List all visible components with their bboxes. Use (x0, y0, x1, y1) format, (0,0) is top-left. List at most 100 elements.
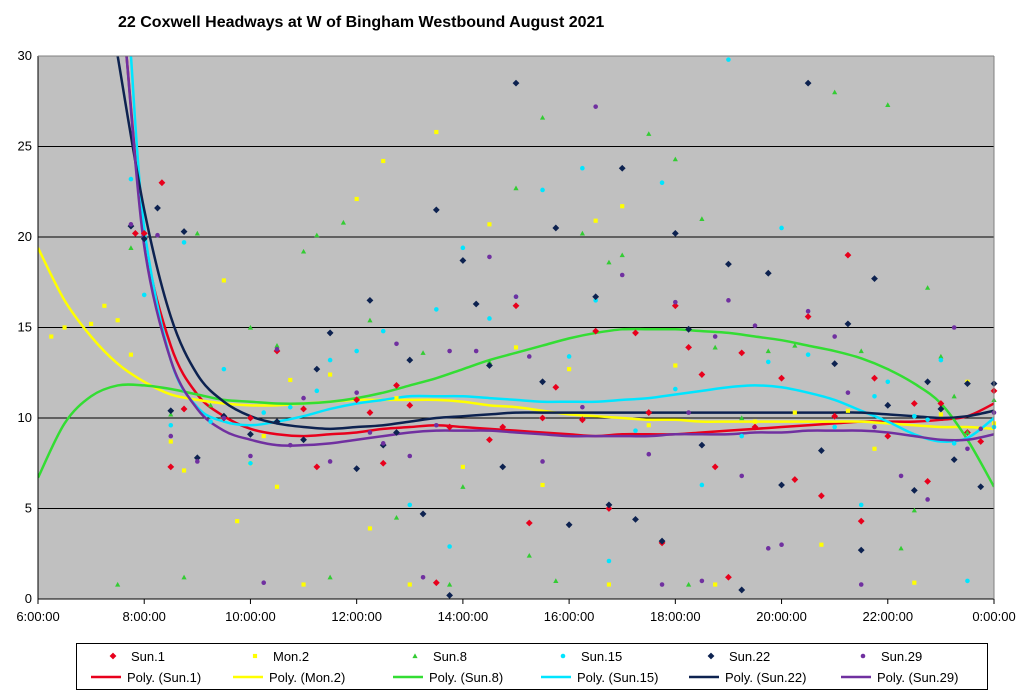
data-point (447, 348, 452, 354)
data-point (486, 436, 493, 444)
data-point (950, 456, 958, 464)
data-point (247, 324, 254, 330)
data-point (618, 164, 626, 172)
data-point (845, 390, 851, 395)
data-point (274, 484, 280, 489)
legend-item-series: Sun.29 (851, 646, 922, 666)
data-point (817, 447, 825, 454)
data-point (845, 408, 851, 413)
data-point (487, 222, 492, 227)
y-tick-label: 10 (18, 410, 32, 425)
legend-swatch (393, 675, 423, 679)
data-point (446, 591, 454, 599)
data-point (552, 383, 560, 391)
data-point (805, 308, 811, 314)
data-point (819, 542, 824, 547)
data-point (327, 459, 333, 464)
data-point (645, 409, 653, 416)
legend-label: Sun.8 (433, 648, 467, 664)
y-tick-label: 25 (18, 139, 32, 154)
data-point (420, 350, 426, 355)
data-point (420, 574, 426, 580)
data-point (739, 415, 745, 421)
legend-swatch (560, 653, 566, 659)
data-point (314, 232, 320, 238)
data-point (247, 414, 254, 422)
data-point (832, 89, 838, 95)
data-point (924, 477, 932, 485)
legend-swatch (233, 675, 263, 679)
legend-item-trendline: Poly. (Sun.15) (541, 667, 658, 687)
data-point (208, 402, 214, 408)
data-point (193, 454, 201, 462)
data-point (978, 426, 984, 432)
data-point (566, 354, 572, 359)
legend-label: Mon.2 (273, 648, 310, 664)
data-point (540, 187, 545, 193)
legend-item-series: Mon.2 (243, 646, 309, 666)
legend-label: Sun.1 (131, 648, 165, 664)
data-point (872, 424, 877, 430)
trendline (38, 247, 994, 431)
data-point (128, 245, 134, 250)
data-point (434, 129, 439, 135)
data-point (671, 229, 679, 237)
data-point (140, 229, 148, 237)
data-point (366, 296, 374, 304)
data-point (592, 293, 600, 301)
data-point (354, 196, 359, 202)
data-point (394, 341, 399, 347)
data-point (394, 396, 399, 401)
x-tick-label: 18:00:00 (650, 609, 701, 624)
data-point (925, 497, 930, 502)
data-point (141, 292, 147, 298)
legend-item-trendline: Poly. (Sun.1) (91, 667, 201, 687)
data-point (261, 410, 267, 415)
x-tick-label: 16:00:00 (544, 609, 595, 624)
data-point (407, 502, 413, 508)
legend-item-trendline: Poly. (Sun.8) (393, 667, 503, 687)
data-point (539, 114, 546, 120)
data-point (898, 545, 904, 551)
x-tick-label: 8:00:00 (123, 609, 166, 624)
y-tick-label: 0 (25, 591, 32, 606)
data-point (632, 515, 639, 523)
data-point (673, 299, 678, 305)
data-point (578, 416, 586, 424)
data-point (181, 240, 187, 245)
data-point (208, 419, 213, 424)
data-point (460, 484, 466, 489)
data-point (419, 510, 427, 518)
data-point (393, 514, 400, 520)
data-point (606, 582, 612, 587)
data-point (711, 463, 719, 471)
data-point (473, 348, 479, 354)
data-point (726, 298, 731, 303)
legend-swatch (541, 675, 571, 679)
data-point (646, 451, 652, 457)
data-point (499, 463, 507, 471)
data-point (885, 102, 891, 107)
data-point (765, 348, 771, 354)
data-point (832, 424, 837, 430)
legend-swatch (707, 652, 715, 660)
data-point (685, 325, 693, 333)
data-point (831, 412, 839, 420)
data-point (354, 348, 359, 354)
data-point (115, 581, 121, 587)
data-point (792, 343, 798, 348)
data-point (301, 395, 306, 401)
data-point (512, 302, 520, 310)
legend-label: Poly. (Sun.8) (429, 669, 504, 685)
data-point (844, 251, 852, 259)
data-point (779, 225, 784, 231)
y-tick-label: 15 (18, 320, 32, 335)
data-point (593, 218, 598, 223)
data-point (540, 482, 545, 488)
data-point (804, 313, 812, 321)
data-point (752, 323, 758, 328)
data-point (951, 393, 957, 399)
data-point (499, 423, 507, 431)
data-point (181, 574, 187, 580)
trendline (38, 327, 994, 488)
